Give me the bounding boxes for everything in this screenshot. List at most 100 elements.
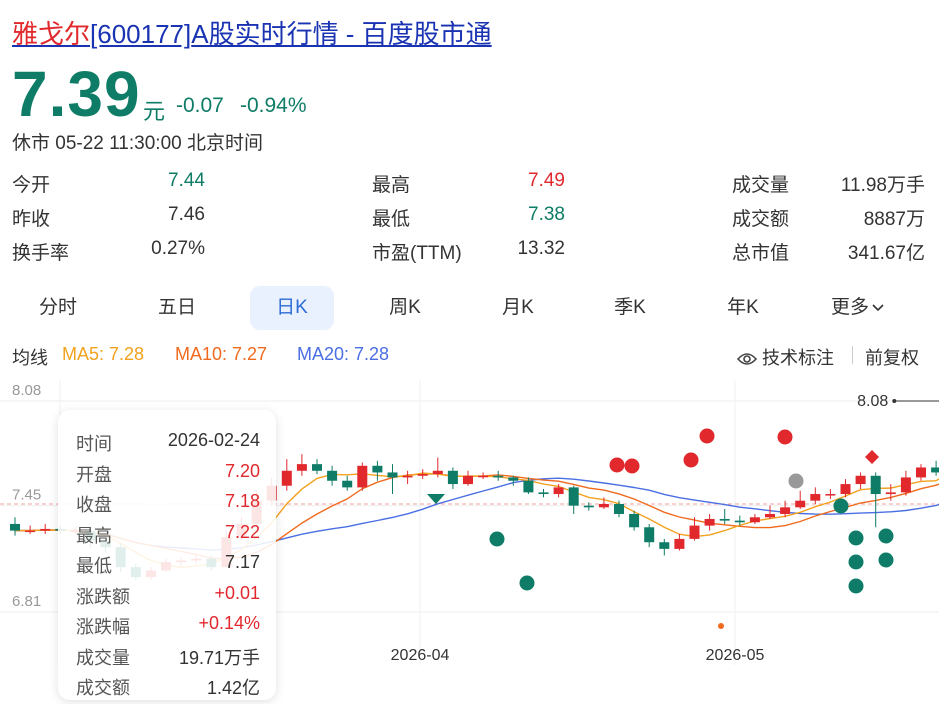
candle-body (463, 475, 473, 485)
signal-dot-sell (848, 554, 864, 570)
candle-body (508, 477, 519, 481)
tooltip-row: 涨跌幅 +0.14% (76, 613, 260, 643)
candle-body (447, 470, 458, 485)
candle-body (644, 527, 655, 543)
tooltip-row: 收盘 7.18 (76, 491, 260, 521)
candle-body (342, 480, 353, 488)
signal-dot-sell (848, 578, 864, 594)
max-pointer (894, 400, 939, 402)
x-tick-label: 2026-04 (391, 647, 450, 664)
candle-body (281, 470, 292, 486)
title-rest: A股实时行情 - 百度股市通 (191, 19, 492, 49)
candle-body (734, 520, 745, 523)
tooltip-key: 开盘 (76, 464, 112, 485)
tab-label: 年K (727, 297, 759, 318)
tooltip-row: 时间 2026-02-24 (76, 430, 260, 460)
ma-label: 均线 (12, 348, 48, 368)
candle-body (704, 518, 715, 526)
tooltip-value: 1.42亿 (206, 678, 260, 698)
current-price: 7.39 (12, 58, 141, 130)
ma20-legend: MA20: 7.28 (297, 344, 390, 364)
tooltip-key: 最低 (76, 556, 112, 576)
candle-body (689, 525, 700, 539)
candle-body (840, 484, 851, 495)
adjust-dropdown[interactable]: 前复权 (865, 348, 919, 368)
tooltip-row: 涨跌额 +0.01 (76, 583, 260, 613)
candle-body (629, 513, 640, 528)
tooltip-key: 时间 (76, 434, 112, 454)
candle-body (719, 518, 730, 521)
tab-label: 周K (389, 297, 421, 318)
stat-value: 7.44 (168, 170, 205, 191)
tooltip-value: 7.20 (224, 460, 260, 481)
page-title[interactable]: 雅戈尔[600177]A股实时行情 - 百度股市通 (12, 14, 492, 51)
signal-dot-sell (833, 498, 849, 514)
y-tick-label: 8.08 (12, 382, 41, 399)
tooltip-key: 涨跌额 (76, 586, 130, 607)
tab-6[interactable]: 年K (708, 286, 778, 330)
candle-tooltip: 时间 2026-02-24 开盘 7.20 收盘 7.18 最高 7.22 最低 7.17 涨跌额 +… (58, 410, 276, 700)
candle-body (402, 475, 413, 478)
stat-value: 8887万 (863, 209, 925, 230)
tab-7[interactable]: 更多 (823, 286, 893, 330)
candle-body (780, 507, 791, 514)
signal-dot-neutral (788, 473, 804, 489)
tab-1[interactable]: 五日 (142, 286, 212, 330)
stat-label: 换手率 (12, 243, 70, 264)
tab-0[interactable]: 分时 (23, 286, 93, 330)
tech-annotation-toggle[interactable]: 技术标注 (736, 344, 835, 372)
tooltip-value: 2026-02-24 (167, 430, 260, 450)
tooltip-value: 7.18 (224, 491, 260, 511)
candle-body (795, 500, 806, 508)
candle-body (417, 474, 428, 476)
tooltip-row: 开盘 7.20 (76, 461, 260, 491)
candle-body (855, 475, 866, 485)
price-change-percent: -0.94% (240, 94, 307, 117)
stat-label: 成交额 (732, 209, 790, 230)
candle-body (478, 475, 489, 478)
tooltip-row: 最高 7.22 (76, 522, 260, 552)
candle-body (327, 470, 338, 481)
tab-2[interactable]: 日K (250, 286, 334, 330)
signal-dot-buy (609, 457, 625, 473)
max-label: 8.08 (857, 393, 888, 410)
candle-body (614, 504, 624, 514)
tech-annotation-label: 技术标注 (762, 348, 835, 368)
tab-label: 月K (502, 297, 534, 318)
ma5-legend: MA5: 7.28 (62, 344, 145, 364)
candle-body (583, 505, 594, 508)
max-pointer-dot (892, 399, 897, 403)
eye-icon (736, 351, 758, 372)
candle-body (916, 467, 926, 478)
stat-label: 昨收 (12, 209, 51, 230)
stat-label: 最低 (372, 209, 411, 230)
stock-name[interactable]: 雅戈尔 (12, 19, 91, 49)
stock-code: [600177] (90, 19, 192, 49)
candle-body (598, 504, 609, 508)
tab-3[interactable]: 周K (370, 286, 440, 330)
signal-dot-sell (489, 531, 505, 547)
tooltip-row: 成交量 19.71万手 (76, 644, 260, 674)
signal-dot-buy (683, 452, 699, 468)
candle-body (312, 464, 322, 471)
candle-body (538, 492, 549, 495)
candle-body (931, 467, 939, 473)
price-unit: 元 (143, 99, 166, 124)
candle-body (493, 475, 504, 478)
tab-label: 日K (276, 297, 308, 318)
candle-body (553, 487, 564, 495)
signal-dot-buy (777, 429, 793, 445)
signal-dot-sell (878, 528, 894, 544)
candle-body (523, 480, 534, 493)
x-tick-label: 2026-05 (706, 647, 765, 664)
y-tick-label: 6.81 (12, 593, 41, 610)
tab-label: 分时 (38, 297, 77, 318)
candle-body (749, 517, 760, 523)
tab-4[interactable]: 月K (483, 286, 553, 330)
stat-label: 最高 (372, 175, 411, 196)
tooltip-key: 最高 (76, 525, 112, 546)
tooltip-value: 7.17 (224, 552, 260, 572)
candle-body (568, 487, 579, 506)
market-status: 休市 05-22 11:30:00 北京时间 (12, 133, 263, 154)
tab-5[interactable]: 季K (595, 286, 665, 330)
